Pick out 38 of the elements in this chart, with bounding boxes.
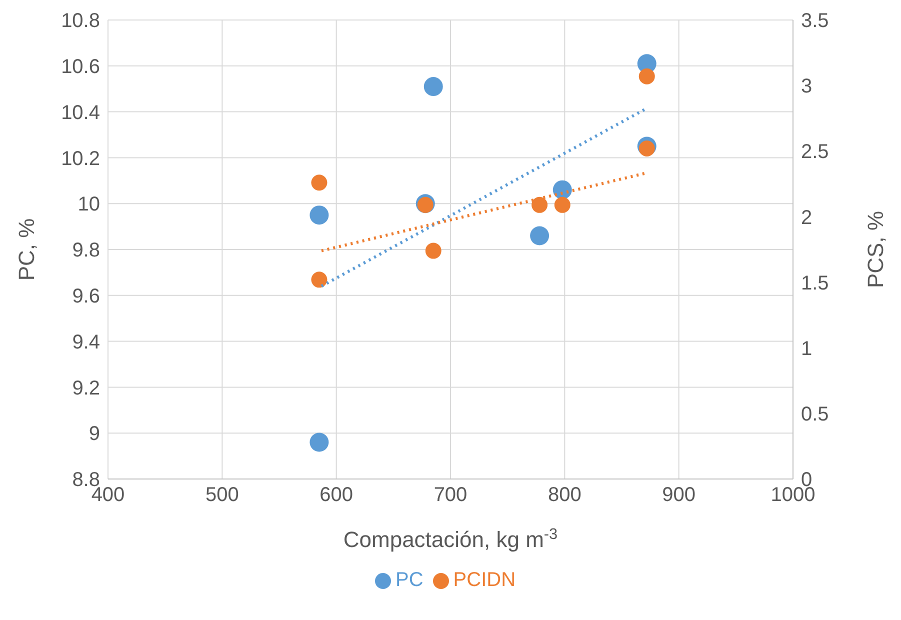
legend-label: PCIDN bbox=[453, 569, 516, 591]
y-tick-label: 9.4 bbox=[72, 331, 100, 354]
y-axis-title: PC, % bbox=[14, 218, 39, 281]
point bbox=[311, 272, 328, 288]
y2-tick-label: 3.5 bbox=[801, 10, 829, 32]
y-tick-label: 10.4 bbox=[61, 102, 100, 124]
y-tick-label: 9 bbox=[88, 423, 100, 446]
y-tick-label: 10.2 bbox=[61, 148, 100, 170]
y2-tick-label: 2 bbox=[801, 206, 812, 229]
y-tick-label: 9.2 bbox=[72, 377, 100, 400]
x-tick-label: 500 bbox=[205, 484, 239, 506]
y2-tick-label: 1 bbox=[801, 338, 812, 360]
x-tick-label: 900 bbox=[662, 484, 696, 506]
point bbox=[554, 196, 570, 213]
point bbox=[424, 77, 443, 96]
point bbox=[530, 226, 550, 246]
y2-tick-label: 3 bbox=[801, 76, 812, 98]
point bbox=[532, 196, 548, 213]
point bbox=[638, 140, 655, 157]
y-tick-label: 10.8 bbox=[61, 10, 100, 32]
point bbox=[310, 432, 329, 452]
x-axis-title: Compactación, kg m$^{-3}$ bbox=[343, 526, 558, 552]
y2-tick-label: 1.5 bbox=[801, 272, 829, 294]
y-tick-label: 9.6 bbox=[72, 286, 100, 308]
point bbox=[638, 68, 655, 84]
y2-axis-title: PCS, % bbox=[862, 210, 888, 288]
x-tick-label: 600 bbox=[320, 484, 354, 506]
y2-tick-label: 2.5 bbox=[801, 141, 829, 164]
point bbox=[425, 242, 442, 259]
x-tick-label: 700 bbox=[434, 484, 468, 506]
point bbox=[310, 206, 329, 225]
y-tick-label: 10.6 bbox=[61, 56, 100, 78]
x-tick-label: 800 bbox=[548, 484, 582, 506]
y-tick-label: 10 bbox=[78, 194, 100, 216]
point bbox=[311, 174, 328, 191]
y-tick-label: 9.8 bbox=[72, 240, 100, 262]
legend-label: PC bbox=[395, 569, 424, 591]
y2-tick-label: 0.5 bbox=[801, 404, 829, 426]
